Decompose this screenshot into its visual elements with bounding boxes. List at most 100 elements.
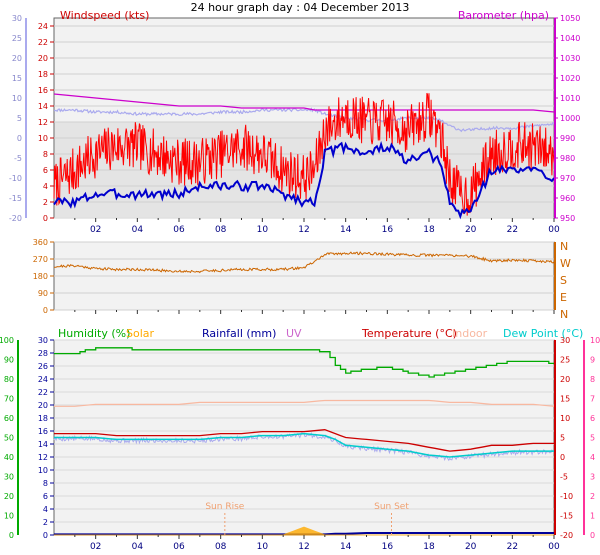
humidity-xtick-label-0: 02 [90,542,101,552]
temp-ytick-label-2: -10 [560,492,573,501]
uv-ytick-label-10: 10 [590,336,600,345]
gust-series [53,92,555,216]
uv-ytick-label-6: 6 [590,414,595,423]
direction-ytick-label-2: 180 [33,272,48,281]
uv-ytick-label-1: 1 [590,512,595,521]
direction-ytick-label-0: 360 [33,238,48,247]
temp-ytick-label-7: 15 [560,395,570,404]
uv-ytick-label-8: 8 [590,375,595,384]
temp-ytick-label-9: 25 [560,356,570,365]
humidity-xtick-label-1: 04 [132,542,144,552]
wind-ytick-label-0: 0 [43,214,48,223]
humidity-xtick-label-11: 00 [548,542,560,552]
rain-ytick-label-4: 8 [43,479,48,488]
legend-item-5: Indoor [452,327,488,340]
baro-ytick-label-0: 950 [560,214,575,223]
direction-ytick-label-4: 0 [43,306,48,315]
temperature-series [54,429,554,452]
baro-ytick-label-6: 1010 [560,94,580,103]
humidity-xtick-label-10: 22 [507,542,518,552]
humidity-ytick-label-1: 10 [4,512,14,521]
wind-xtick-label-1: 04 [132,225,144,235]
uv-ytick-label-3: 3 [590,473,595,482]
sun-label-0: Sun Rise [205,502,244,512]
temp-ytick-label-1: -15 [560,512,573,521]
rain-ytick-label-1: 2 [43,518,48,527]
compass-label-3: E [560,291,567,304]
compass-label-4: N [560,308,568,321]
humidity-ytick-label-10: 100 [0,336,14,345]
humidity-xtick-label-3: 08 [215,542,227,552]
humidity-ytick-label-6: 60 [4,414,14,423]
temp-ytick-label-3: -5 [560,473,568,482]
legend-item-2: Rainfall (mm) [202,327,276,340]
temp-ytick-label-10: 30 [560,336,570,345]
temp-top-ytick-label-1: -15 [9,194,22,203]
indoor-series [54,399,555,407]
wind-xtick-label-6: 14 [340,225,352,235]
wind-ytick-label-8: 16 [38,86,48,95]
legend-item-6: Dew Point (°C) [503,327,583,340]
direction-ytick-label-3: 90 [38,289,48,298]
rain-ytick-label-6: 12 [38,453,48,462]
uv-ytick-label-7: 7 [590,395,595,404]
humidity-ytick-label-8: 80 [4,375,14,384]
wind-xtick-label-9: 20 [465,225,477,235]
rain-ytick-label-7: 14 [38,440,48,449]
humidity-ytick-label-2: 20 [4,492,14,501]
baro-ytick-label-3: 980 [560,154,575,163]
temperature-top-series [53,107,555,133]
wind-xtick-label-0: 02 [90,225,101,235]
temp-top-ytick-label-10: 30 [12,14,22,23]
rain-ytick-label-14: 28 [38,349,48,358]
compass-label-0: N [560,240,568,253]
humidity-panel-axes: 0102030405060708090100024681012141618202… [0,336,600,552]
humidity-series [54,347,554,378]
solar-series [54,526,554,536]
rain-ytick-label-9: 18 [38,414,48,423]
baro-ytick-label-5: 1000 [560,114,580,123]
legend-item-3: UV [286,327,302,340]
rain-ytick-label-8: 16 [38,427,48,436]
rain-ytick-label-10: 20 [38,401,48,410]
wind-ytick-label-5: 10 [38,134,48,143]
rain-ytick-label-5: 10 [38,466,48,475]
wind-panel-axes: 024681012141618202224-20-15-10-505101520… [9,14,580,235]
humidity-xtick-label-5: 12 [298,542,309,552]
compass-label-2: S [560,274,567,287]
humidity-panel-legend: Humidity (%)Solar Rainfall (mm) UV Temperat… [58,327,583,340]
barometer-legend: Barometer (hpa) [458,9,549,22]
page-title: 24 hour graph day : 04 December 2013 [191,1,410,14]
temp-top-ytick-label-8: 20 [12,54,22,63]
windspeed-legend: Windspeed (kts) [60,9,149,22]
humidity-ytick-label-3: 30 [4,473,14,482]
rain-ytick-label-15: 30 [38,336,48,345]
rain-ytick-label-2: 4 [43,505,48,514]
sun-label-1: Sun Set [374,502,409,512]
temp-top-ytick-label-3: -5 [14,154,22,163]
temp-ytick-label-0: -20 [560,531,573,540]
rain-ytick-label-0: 0 [43,531,48,540]
wind-direction-series [53,251,555,274]
baro-ytick-label-1: 960 [560,194,575,203]
wind-xtick-label-8: 18 [423,225,435,235]
humidity-panel: 0102030405060708090100024681012141618202… [0,327,600,552]
wind-panel: 024681012141618202224-20-15-10-505101520… [9,9,580,235]
rain-ytick-label-3: 6 [43,492,48,501]
uv-ytick-label-9: 9 [590,356,595,365]
wind-xtick-label-3: 08 [215,225,227,235]
baro-ytick-label-9: 1040 [560,34,580,43]
rain-ytick-label-12: 24 [38,375,48,384]
uv-ytick-label-2: 2 [590,492,595,501]
sun-annotations: Sun Rise Sun Set [205,502,409,535]
humidity-panel-series [53,347,555,536]
baro-ytick-label-4: 990 [560,134,575,143]
wind-xtick-label-11: 00 [548,225,560,235]
wind-xtick-label-10: 22 [507,225,518,235]
temp-top-ytick-label-6: 10 [12,94,22,103]
temp-top-ytick-label-0: -20 [9,214,22,223]
rain-ytick-label-13: 26 [38,362,48,371]
